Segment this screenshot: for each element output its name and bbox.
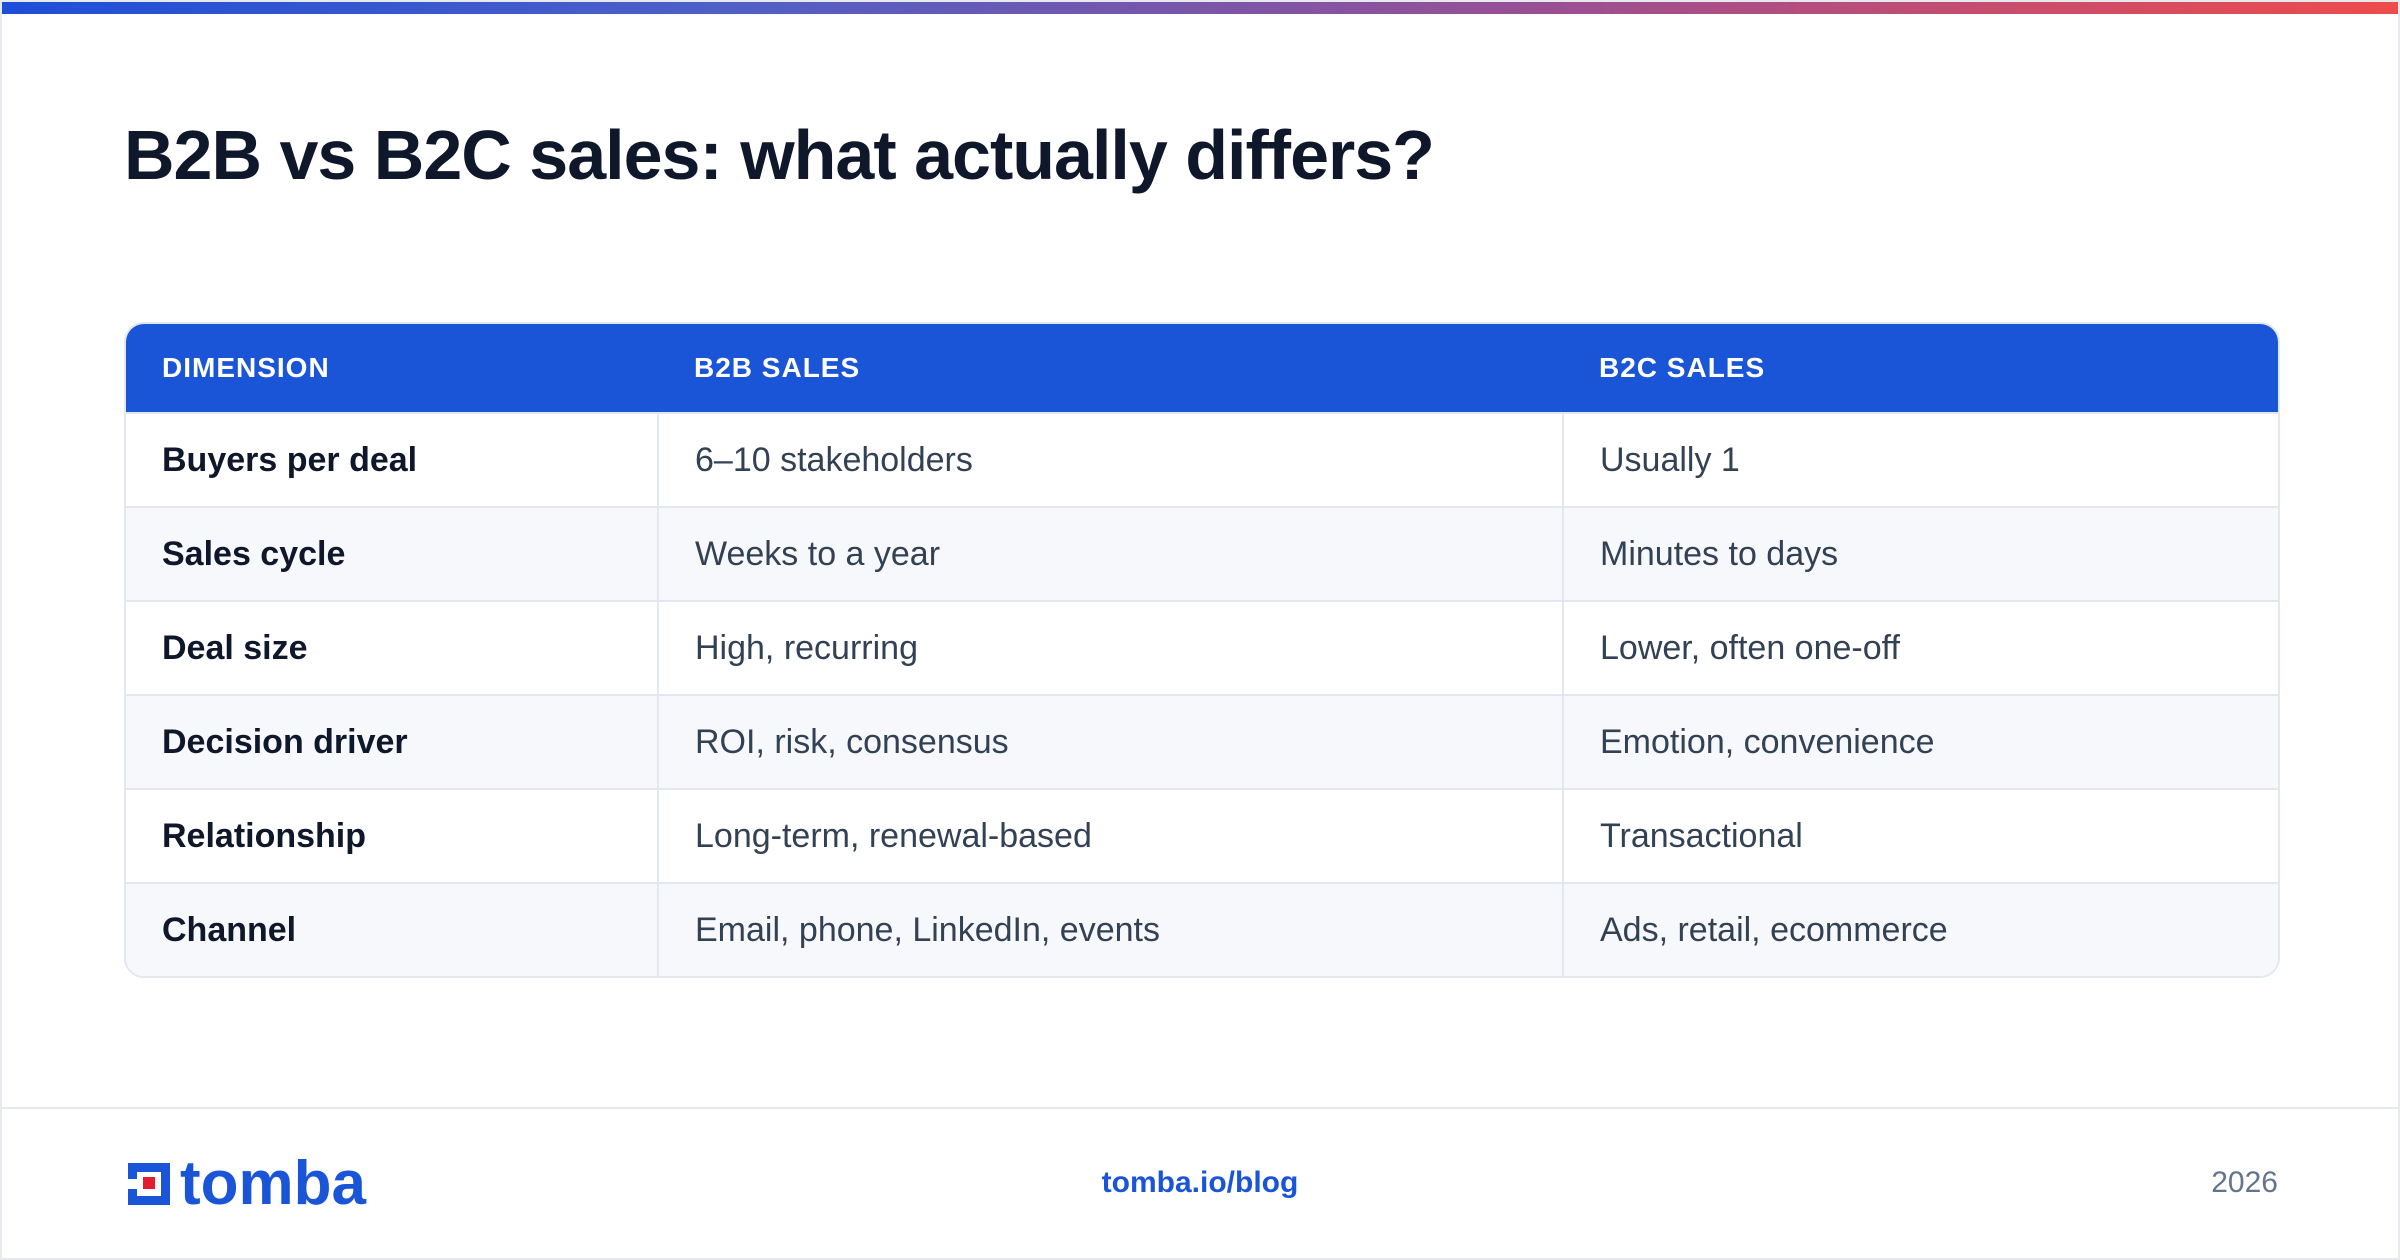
table-row: Channel Email, phone, LinkedIn, events A… [126,882,2278,976]
tomba-logo-icon [128,1163,170,1205]
dimension-cell: Decision driver [126,694,658,789]
dimension-cell: Channel [126,882,658,976]
b2c-cell: Transactional [1562,788,2278,883]
header-b2b-sales: B2B SALES [694,352,861,383]
footer: tomba tomba.io/blog 2026 [2,1107,2398,1260]
dimension-cell: Relationship [126,788,658,883]
table-row: Sales cycle Weeks to a year Minutes to d… [126,506,2278,601]
b2b-cell: Email, phone, LinkedIn, events [657,882,1563,976]
gradient-top-bar [2,2,2398,14]
b2c-cell: Ads, retail, ecommerce [1562,882,2278,976]
dimension-cell: Buyers per deal [126,412,658,507]
b2b-cell: ROI, risk, consensus [657,694,1563,789]
table-row: Relationship Long-term, renewal-based Tr… [126,788,2278,883]
b2c-cell: Lower, often one-off [1562,600,2278,695]
b2b-cell: Long-term, renewal-based [657,788,1563,883]
dimension-cell: Deal size [126,600,658,695]
header-b2c-sales: B2C SALES [1599,352,1766,383]
b2c-cell: Minutes to days [1562,506,2278,601]
table-header-row: DIMENSION B2B SALES B2C SALES [126,324,2278,413]
tomba-logo[interactable]: tomba [124,1149,366,1218]
logo-wordmark: tomba [180,1149,366,1218]
dimension-cell: Sales cycle [126,506,658,601]
table-row: Buyers per deal 6–10 stakeholders Usuall… [126,412,2278,507]
b2c-cell: Emotion, convenience [1562,694,2278,789]
comparison-table: DIMENSION B2B SALES B2C SALES Buyers per… [124,322,2280,978]
page-title: B2B vs B2C sales: what actually differs? [124,116,1435,194]
b2b-cell: 6–10 stakeholders [657,412,1563,507]
b2b-cell: Weeks to a year [657,506,1563,601]
b2b-cell: High, recurring [657,600,1563,695]
table-row: Deal size High, recurring Lower, often o… [126,600,2278,695]
blog-link[interactable]: tomba.io/blog [1101,1166,1299,1199]
footer-year: 2026 [2211,1166,2278,1199]
table-row: Decision driver ROI, risk, consensus Emo… [126,694,2278,789]
b2c-cell: Usually 1 [1562,412,2278,507]
header-dimension: DIMENSION [162,352,330,383]
